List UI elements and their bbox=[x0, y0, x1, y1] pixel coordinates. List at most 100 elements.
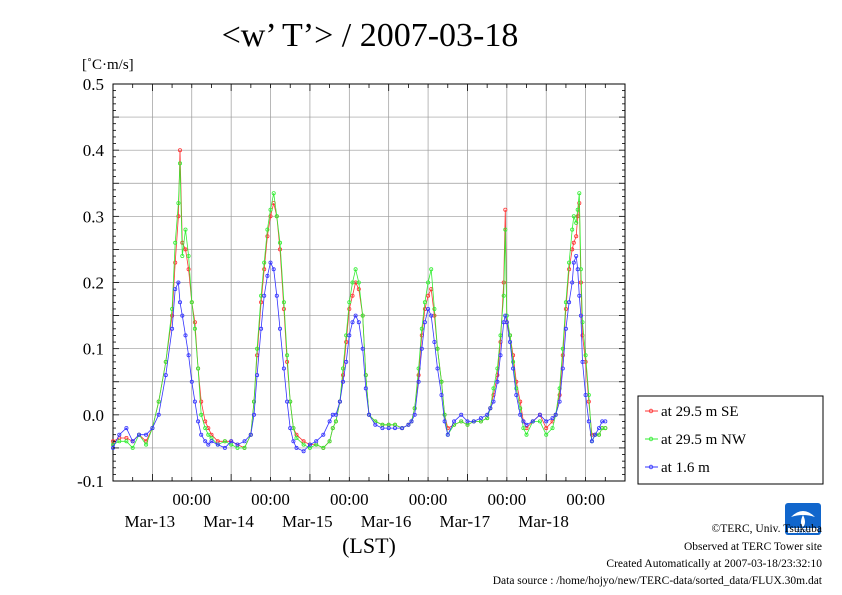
x-tick-time-label: 00:00 bbox=[251, 490, 290, 509]
y-tick-label: 0.3 bbox=[83, 207, 104, 226]
data-point bbox=[363, 386, 368, 391]
x-tick-time-label: 00:00 bbox=[566, 490, 605, 509]
data-point bbox=[575, 207, 580, 212]
data-point bbox=[537, 419, 542, 424]
data-point bbox=[268, 214, 273, 219]
data-point bbox=[177, 300, 182, 305]
data-point bbox=[192, 320, 197, 325]
terc-logo: TERC bbox=[785, 503, 821, 535]
data-point bbox=[337, 399, 342, 404]
series-line bbox=[112, 163, 606, 449]
data-point bbox=[514, 392, 519, 397]
data-point bbox=[150, 426, 155, 431]
data-point bbox=[180, 313, 185, 318]
x-tick-time-label: 00:00 bbox=[330, 490, 369, 509]
data-point bbox=[173, 287, 178, 292]
data-point bbox=[392, 426, 397, 431]
data-point bbox=[183, 247, 188, 252]
data-point bbox=[530, 419, 535, 424]
data-point bbox=[124, 439, 129, 444]
x-tick-time-label: 00:00 bbox=[172, 490, 211, 509]
data-point bbox=[173, 260, 178, 265]
data-point bbox=[429, 313, 434, 318]
data-point bbox=[412, 412, 417, 417]
data-point bbox=[498, 353, 503, 358]
data-point bbox=[199, 432, 204, 437]
axes: 0.5 0.4 0.3 0.2 0.1 0.0 -0.1 00:00 Mar-13 00:00 Ma… bbox=[77, 75, 625, 531]
data-point bbox=[503, 227, 508, 232]
data-point bbox=[504, 320, 509, 325]
series-layer bbox=[111, 148, 608, 454]
data-point bbox=[574, 253, 579, 258]
data-point bbox=[209, 439, 214, 444]
data-point bbox=[544, 426, 549, 431]
data-point bbox=[491, 386, 496, 391]
data-point bbox=[170, 326, 175, 331]
data-point bbox=[567, 267, 572, 272]
data-point bbox=[575, 267, 580, 272]
data-point bbox=[459, 419, 464, 424]
data-point bbox=[503, 313, 508, 318]
y-tick-label: 0.0 bbox=[83, 406, 104, 425]
data-point bbox=[570, 227, 575, 232]
data-point bbox=[603, 426, 608, 431]
data-point bbox=[426, 280, 431, 285]
legend-box bbox=[637, 395, 824, 485]
data-point bbox=[550, 416, 555, 421]
data-point bbox=[432, 339, 437, 344]
data-point bbox=[285, 399, 290, 404]
data-point bbox=[186, 253, 191, 258]
data-point bbox=[380, 426, 385, 431]
data-point bbox=[507, 339, 512, 344]
data-point bbox=[186, 353, 191, 358]
data-point bbox=[426, 306, 431, 311]
data-point bbox=[301, 442, 306, 447]
legend: at 29.5 m SE at 29.5 m NW at 1.6 m bbox=[637, 395, 824, 485]
data-point bbox=[340, 373, 345, 378]
data-point bbox=[271, 191, 276, 196]
data-point bbox=[281, 300, 286, 305]
data-point bbox=[419, 346, 424, 351]
data-point bbox=[574, 220, 579, 225]
x-axis-label: (LST) bbox=[342, 533, 396, 558]
site-text: Observed at TERC Tower site bbox=[684, 541, 822, 553]
data-point bbox=[265, 234, 270, 239]
data-point bbox=[176, 280, 181, 285]
data-point bbox=[242, 445, 247, 450]
data-point bbox=[265, 273, 270, 278]
data-point bbox=[203, 439, 208, 444]
x-tick-day-label: Mar-17 bbox=[440, 512, 491, 531]
data-point bbox=[507, 333, 512, 338]
data-point bbox=[262, 260, 267, 265]
data-point bbox=[386, 426, 391, 431]
data-point bbox=[400, 426, 405, 431]
data-point bbox=[255, 373, 260, 378]
data-point bbox=[294, 445, 299, 450]
data-point bbox=[321, 445, 326, 450]
data-point bbox=[503, 207, 508, 212]
legend-label: at 29.5 m NW bbox=[661, 432, 747, 448]
data-point bbox=[557, 392, 562, 397]
data-point bbox=[144, 432, 149, 437]
data-point bbox=[262, 293, 267, 298]
data-point bbox=[347, 306, 352, 311]
data-point bbox=[577, 191, 582, 196]
data-point bbox=[435, 366, 440, 371]
legend-label: at 29.5 m SE bbox=[661, 404, 739, 420]
data-point bbox=[422, 300, 427, 305]
data-point bbox=[163, 373, 168, 378]
data-point bbox=[340, 366, 345, 371]
legend-label: at 1.6 m bbox=[661, 460, 710, 476]
data-point bbox=[356, 287, 361, 292]
data-point bbox=[501, 293, 506, 298]
data-point bbox=[353, 267, 358, 272]
data-point bbox=[426, 293, 431, 298]
data-point bbox=[222, 439, 227, 444]
data-point bbox=[248, 432, 253, 437]
series-1 bbox=[111, 148, 608, 450]
data-point bbox=[222, 445, 227, 450]
data-point bbox=[563, 326, 568, 331]
data-point bbox=[268, 207, 273, 212]
data-point bbox=[344, 339, 349, 344]
x-tick-time-label: 00:00 bbox=[409, 490, 448, 509]
